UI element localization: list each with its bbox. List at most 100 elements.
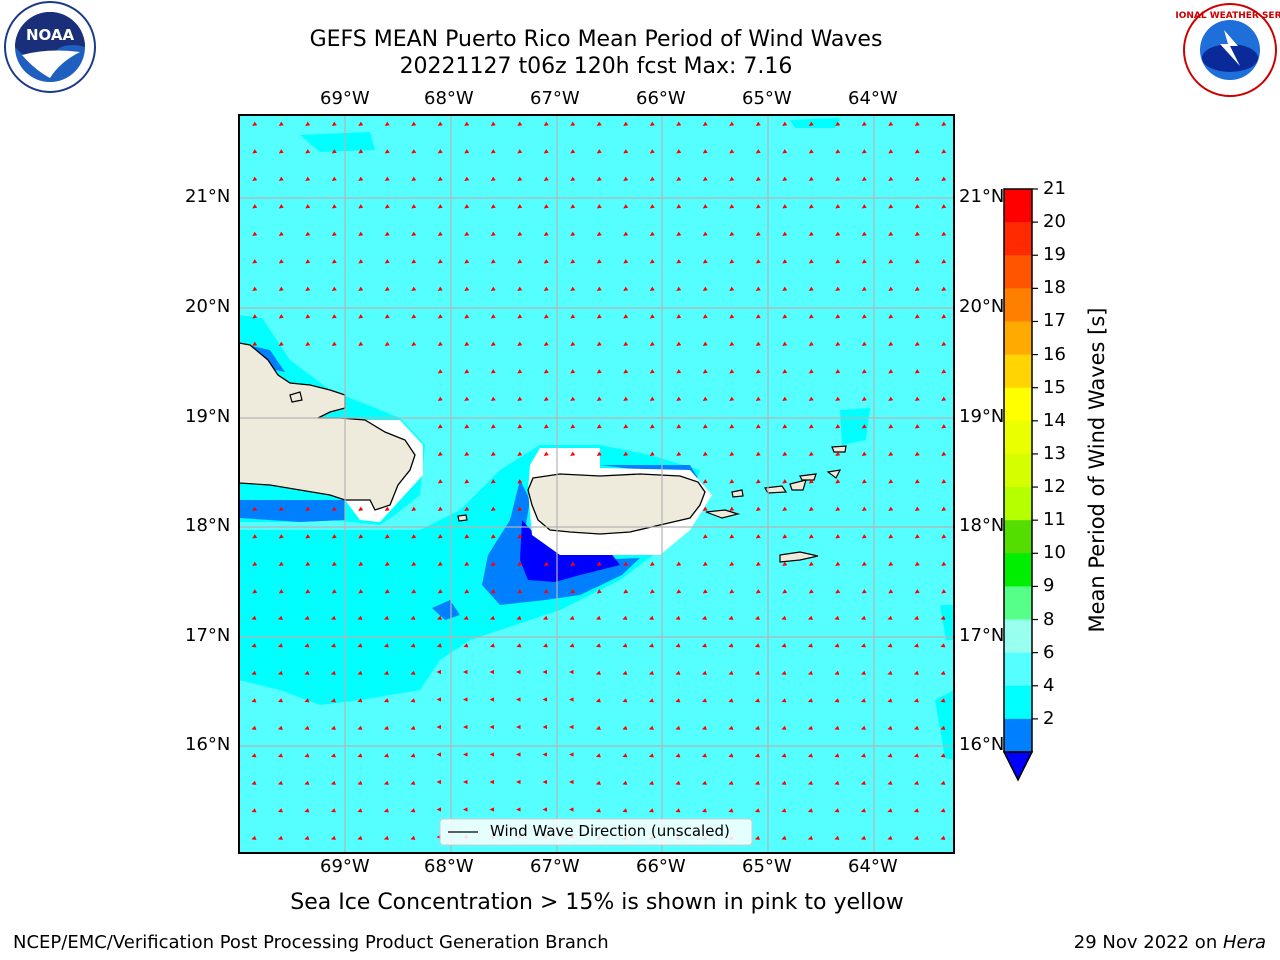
- wind-wave-arrow-head: [701, 780, 707, 785]
- wind-wave-arrow-head: [543, 589, 549, 594]
- wind-wave-arrow-head: [675, 753, 681, 758]
- wind-wave-arrow-head: [648, 725, 654, 730]
- lon-tick-bottom-1: 69°W: [320, 856, 370, 877]
- wind-wave-arrow-head: [437, 396, 443, 402]
- wind-wave-arrow-head: [305, 506, 311, 512]
- wind-wave-arrow-head: [437, 231, 443, 237]
- wind-wave-arrow-head: [807, 753, 813, 758]
- colorbar-segment: [1004, 586, 1032, 621]
- lon-tick-bottom-4: 66°W: [636, 856, 686, 877]
- wind-wave-arrow-head: [384, 314, 390, 319]
- wind-wave-arrow-head: [649, 424, 655, 429]
- wind-wave-arrow-head: [888, 561, 894, 567]
- wind-wave-arrow-head: [728, 725, 734, 730]
- wind-wave-arrow-head: [517, 451, 523, 457]
- wind-wave-arrow-head: [436, 615, 442, 620]
- wind-wave-arrow-head: [331, 204, 337, 209]
- wind-wave-arrow-head: [808, 204, 814, 209]
- wind-wave-arrow-head: [463, 615, 469, 620]
- wind-wave-arrow-head: [252, 506, 258, 512]
- wind-wave-arrow-head: [384, 121, 390, 127]
- wind-wave-arrow-head: [517, 259, 523, 264]
- wind-wave-arrow-head: [728, 615, 734, 620]
- wind-wave-arrow-head: [277, 753, 283, 758]
- wind-wave-arrow-head: [941, 341, 947, 347]
- wind-wave-arrow-head: [596, 149, 602, 154]
- colorbar-extend-arrow: [1002, 751, 1034, 782]
- wind-wave-arrow-head: [888, 424, 894, 429]
- wind-wave-arrow-head: [490, 121, 496, 127]
- wind-wave-arrow-head: [807, 670, 813, 675]
- wind-wave-arrow-head: [252, 259, 258, 264]
- wind-wave-arrow-head: [754, 643, 760, 648]
- colorbar-segment: [1004, 453, 1032, 488]
- wind-wave-arrow-head: [754, 725, 760, 730]
- lat-tick-left-2: 20°N: [185, 296, 231, 317]
- lon-tick-bottom-6: 64°W: [848, 856, 898, 877]
- wind-wave-arrow-head: [410, 670, 416, 675]
- wind-wave-arrow-head: [861, 149, 867, 154]
- wind-wave-arrow-head: [623, 451, 629, 457]
- wind-wave-arrow-head: [888, 341, 894, 347]
- wind-wave-arrow-head: [436, 779, 442, 785]
- wind-wave-arrow-head: [781, 780, 787, 785]
- wind-wave-arrow-head: [940, 780, 946, 785]
- wind-wave-arrow-head: [304, 725, 310, 730]
- wind-wave-arrow-head: [543, 149, 549, 154]
- wind-wave-arrow-head: [649, 451, 655, 457]
- colorbar-segment: [1004, 387, 1032, 422]
- wind-wave-arrow-head: [305, 534, 311, 539]
- wind-wave-arrow-head: [384, 561, 390, 567]
- colorbar-segment: [1004, 718, 1032, 753]
- wind-wave-arrow-head: [543, 341, 549, 347]
- wind-wave-arrow-head: [489, 724, 495, 730]
- wind-wave-arrow-head: [358, 259, 364, 264]
- wind-wave-arrow-head: [648, 780, 654, 785]
- wind-wave-arrow-head: [490, 231, 496, 237]
- wind-wave-arrow-head: [888, 149, 894, 154]
- colorbar-tick-label: 19: [1043, 244, 1066, 266]
- wind-wave-arrow-head: [570, 259, 576, 264]
- wind-wave-arrow-head: [464, 369, 470, 374]
- wind-wave-arrow-head: [941, 369, 947, 374]
- small-islands: [289, 391, 847, 563]
- wind-wave-arrow-head: [251, 615, 257, 620]
- wind-wave-arrow-head: [436, 807, 442, 812]
- wind-wave-arrow-head: [729, 286, 735, 292]
- wind-wave-arrow-head: [357, 643, 363, 648]
- wind-wave-arrow-head: [463, 807, 468, 812]
- wind-wave-arrow-head: [835, 424, 841, 429]
- wind-wave-arrow-head: [463, 752, 468, 757]
- wind-wave-arrow-head: [358, 286, 364, 292]
- wind-wave-arrow-head: [383, 835, 389, 840]
- wind-wave-arrow-head: [517, 121, 523, 127]
- wind-wave-arrow-head: [252, 589, 258, 594]
- wind-wave-arrow-head: [277, 808, 283, 813]
- wind-wave-arrow-head: [941, 451, 947, 457]
- wind-wave-arrows: [251, 121, 947, 840]
- wind-wave-arrow-head: [914, 204, 920, 209]
- wind-wave-arrow-head: [543, 204, 549, 209]
- svg-text:NATIONAL WEATHER SERVICE: NATIONAL WEATHER SERVICE: [1176, 11, 1280, 21]
- wind-wave-arrow-head: [411, 259, 417, 264]
- wind-wave-arrow-head: [464, 534, 470, 539]
- wind-wave-arrow-head: [755, 451, 761, 457]
- wind-wave-arrow-head: [517, 231, 523, 237]
- wind-wave-arrow-head: [676, 286, 682, 292]
- wind-wave-arrow-head: [330, 835, 336, 840]
- wind-wave-arrow-head: [330, 780, 336, 785]
- wind-wave-arrow-head: [808, 561, 814, 567]
- wind-wave-arrow-head: [516, 697, 521, 702]
- wind-wave-arrow-head: [437, 589, 443, 594]
- wind-wave-arrow-head: [888, 396, 894, 402]
- wind-wave-arrow-head: [490, 341, 496, 347]
- colorbar-tick-label: 2: [1043, 707, 1055, 729]
- wind-wave-arrow-head: [570, 204, 576, 209]
- wind-wave-arrow-head: [463, 724, 468, 730]
- wind-wave-arrow-head: [410, 643, 416, 648]
- wind-wave-arrow-head: [835, 451, 841, 457]
- wind-wave-arrow-head: [676, 176, 682, 182]
- wind-wave-arrow-head: [358, 534, 364, 539]
- wind-wave-arrow-head: [410, 725, 416, 730]
- wind-wave-arrow-head: [490, 369, 496, 374]
